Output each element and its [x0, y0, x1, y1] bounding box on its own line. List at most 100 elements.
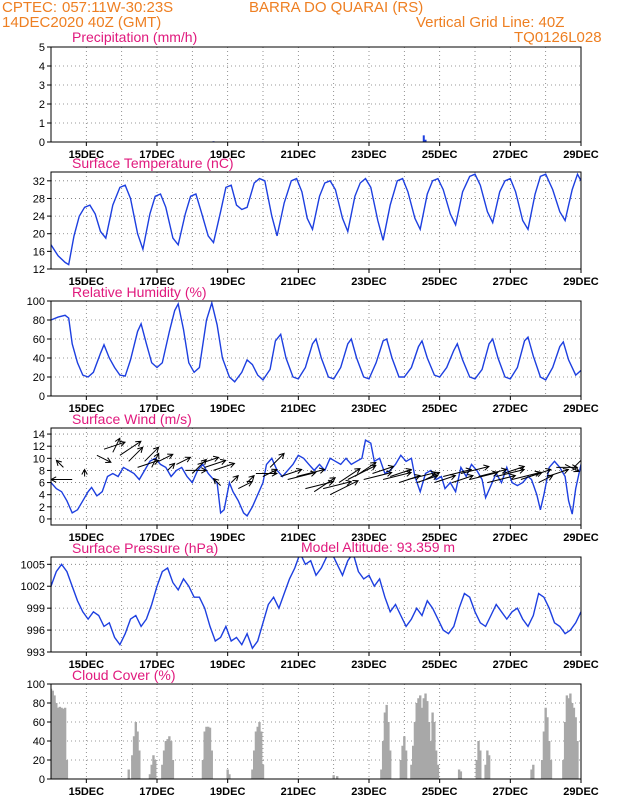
cloud-bar [127, 769, 130, 779]
pressure-title: Surface Pressure (hPa) [72, 540, 218, 556]
cloud-bar [65, 760, 69, 779]
temperature-ytick-label: 16 [33, 246, 45, 258]
temperature-xtick-label: 25DEC [422, 276, 458, 288]
wind-ytick-label: 12 [33, 441, 45, 453]
humidity-ytick-label: 40 [33, 353, 45, 365]
cloud-bar [544, 707, 547, 779]
wind-line [51, 438, 581, 517]
cloud-bar [132, 736, 136, 779]
wind-arrow [280, 468, 303, 477]
precipitation-title: Precipitation (mm/h) [72, 29, 197, 45]
cloud-xtick-label: 23DEC [351, 786, 387, 798]
wind-arrow [144, 446, 160, 462]
temperature-ytick-label: 32 [33, 176, 45, 188]
cloud-bar [404, 750, 408, 779]
panels: Precipitation (mm/h) 15DEC 17DEC 19DEC 21DEC… [21, 29, 599, 798]
cloud-bar [58, 706, 62, 779]
cloud-bar [53, 695, 56, 779]
humidity-ytick-label: 20 [33, 372, 45, 384]
cloud-bar [383, 712, 387, 779]
wind-title: Surface Wind (m/s) [72, 411, 192, 427]
precipitation-ytick-label: 1 [39, 118, 45, 130]
wind-arrow [51, 476, 73, 483]
cloud-bar [563, 722, 567, 779]
cloud-bar [565, 695, 569, 779]
humidity-line [51, 301, 581, 383]
precipitation-xtick-label: 15DEC [69, 149, 105, 161]
wind-arrow [262, 468, 278, 477]
cloud-bar [171, 760, 175, 779]
cloud-ytick-label: 60 [33, 717, 45, 729]
cloud-bar [210, 750, 213, 779]
wind-arrow [167, 462, 176, 471]
wind-arrow [313, 477, 337, 493]
humidity-xtick-label: 29DEC [563, 403, 599, 415]
wind-arrow [564, 463, 581, 473]
precipitation-xtick-label: 19DEC [210, 149, 246, 161]
cloud-xtick-label: 19DEC [210, 786, 246, 798]
cloud-bar [401, 745, 404, 779]
header-source: CPTEC: [2, 0, 57, 16]
cloud-bar [436, 764, 440, 779]
cloud-bar [420, 707, 424, 779]
precipitation-xtick-label: 29DEC [563, 149, 599, 161]
precipitation-ytick-label: 2 [39, 99, 45, 111]
cloud-bar [419, 695, 422, 779]
cloud-bar [162, 750, 166, 779]
precipitation-frame [50, 46, 582, 143]
cloud-bar [417, 698, 420, 779]
cloud-frame [50, 683, 582, 780]
temperature-ytick-label: 24 [33, 211, 45, 223]
cloud-bar [410, 764, 413, 779]
header-location: BARRA DO QUARAI (RS) [249, 0, 423, 16]
cloud-bar [332, 775, 335, 779]
cloud-bar [422, 698, 425, 779]
cloud-bar [530, 769, 533, 779]
model-altitude-label: Model Altitude: 93.359 m [301, 539, 455, 555]
wind-ytick-label: 6 [39, 478, 45, 490]
cloud-bar [570, 703, 574, 779]
cloud-bar [562, 760, 565, 779]
cloud-bar [548, 741, 551, 779]
cloud-bar [429, 741, 433, 779]
precipitation-panel: Precipitation (mm/h) 15DEC 17DEC 19DEC 21DEC… [39, 29, 599, 161]
temperature-frame [50, 171, 582, 270]
temperature-xtick-label: 27DEC [493, 276, 529, 288]
cloud-bar [201, 760, 205, 779]
wind-arrow [372, 464, 395, 474]
cloud-bar [381, 741, 385, 779]
cloud-title: Cloud Cover (%) [72, 667, 175, 683]
wind-arrow [204, 458, 227, 468]
pressure-xtick-label: 23DEC [351, 659, 387, 671]
humidity-ytick-label: 100 [27, 296, 45, 308]
wind-arrow [538, 474, 554, 484]
wind-xtick-label: 19DEC [210, 532, 246, 544]
cloud-xtick-label: 15DEC [69, 786, 105, 798]
temperature-line [51, 172, 581, 266]
cloud-bar [205, 726, 208, 779]
temperature-xtick-label: 15DEC [69, 276, 105, 288]
wind-arrow [238, 480, 254, 490]
wind-xtick-label: 25DEC [422, 532, 458, 544]
cloud-bar [261, 764, 265, 779]
header-init-time: 14DEC2020 40Z (GMT) [2, 14, 161, 31]
temperature-xtick-label: 29DEC [563, 276, 599, 288]
cloud-bar [431, 712, 434, 779]
cloud-bar [427, 722, 431, 779]
header-grid-note: Vertical Grid Line: 40Z [416, 14, 564, 31]
wind-xtick-label: 15DEC [69, 532, 105, 544]
humidity-xtick-label: 23DEC [351, 403, 387, 415]
wind-arrow [529, 468, 552, 477]
cloud-bar [226, 769, 229, 779]
wind-arrow [382, 470, 413, 480]
cloud-bar [60, 707, 63, 779]
temperature-xtick-label: 17DEC [139, 276, 175, 288]
pressure-xtick-label: 25DEC [422, 659, 458, 671]
cloud-bar [169, 741, 173, 779]
cloud-bar [411, 745, 415, 779]
cloud-xtick-label: 21DEC [281, 786, 317, 798]
wind-arrow [580, 472, 581, 474]
cloud-bar [486, 750, 489, 779]
cloud-bar [567, 698, 570, 779]
cloud-bar [166, 739, 169, 779]
